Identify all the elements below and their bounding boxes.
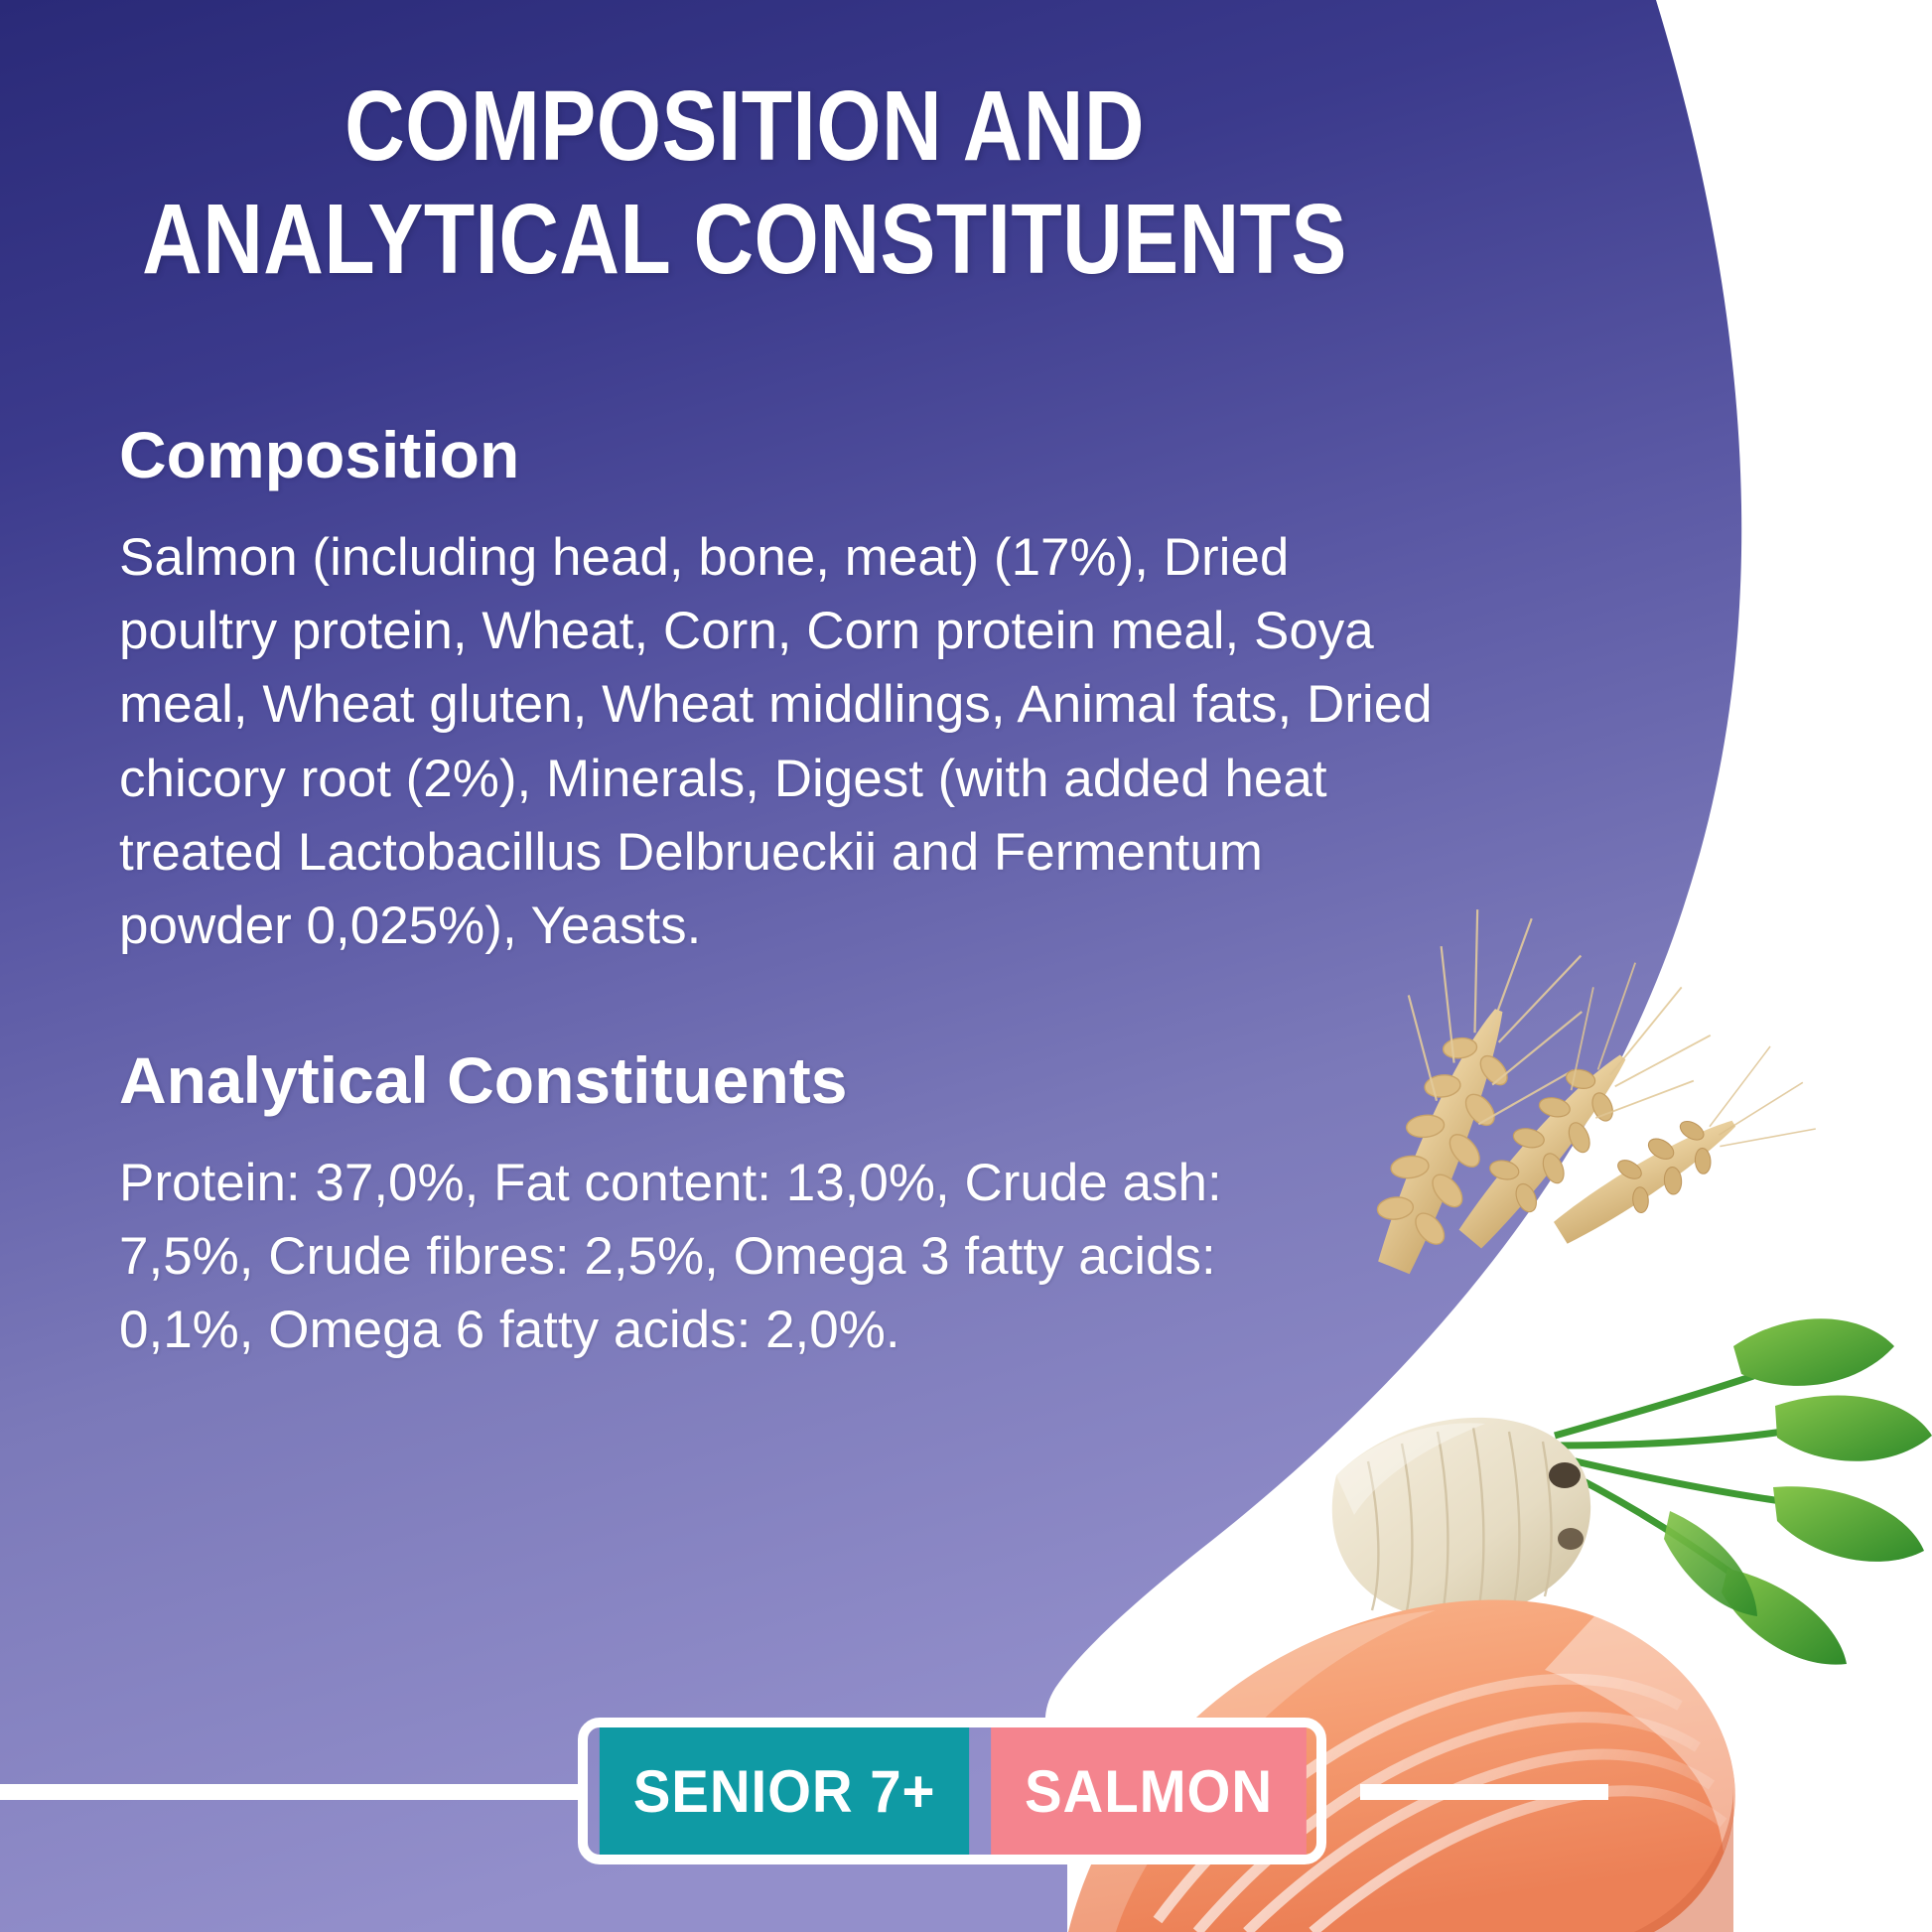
divider-line-right — [1360, 1784, 1608, 1800]
composition-text: Salmon (including head, bone, meat) (17%… — [119, 528, 1433, 955]
analytical-constituents-text: Protein: 37,0%, Fat content: 13,0%, Crud… — [119, 1154, 1222, 1360]
page-title-line-2: ANALYTICAL CONSTITUENTS — [142, 184, 1347, 295]
analytical-constituents-section: Analytical Constituents Protein: 37,0%, … — [119, 1047, 1440, 1368]
page-title-line-1: COMPOSITION AND — [345, 70, 1145, 182]
page-title: COMPOSITION AND ANALYTICAL CONSTITUENTS — [119, 69, 1370, 296]
badge-life-stage-label: SENIOR 7+ — [599, 1727, 970, 1855]
analytical-constituents-heading: Analytical Constituents — [119, 1043, 848, 1117]
badge-flavour-label: SALMON — [991, 1727, 1307, 1855]
composition-section: Composition Salmon (including head, bone… — [119, 422, 1440, 963]
composition-heading: Composition — [119, 418, 520, 491]
product-variant-badge: SENIOR 7+ SALMON — [578, 1718, 1327, 1864]
divider-line-left — [0, 1784, 578, 1800]
